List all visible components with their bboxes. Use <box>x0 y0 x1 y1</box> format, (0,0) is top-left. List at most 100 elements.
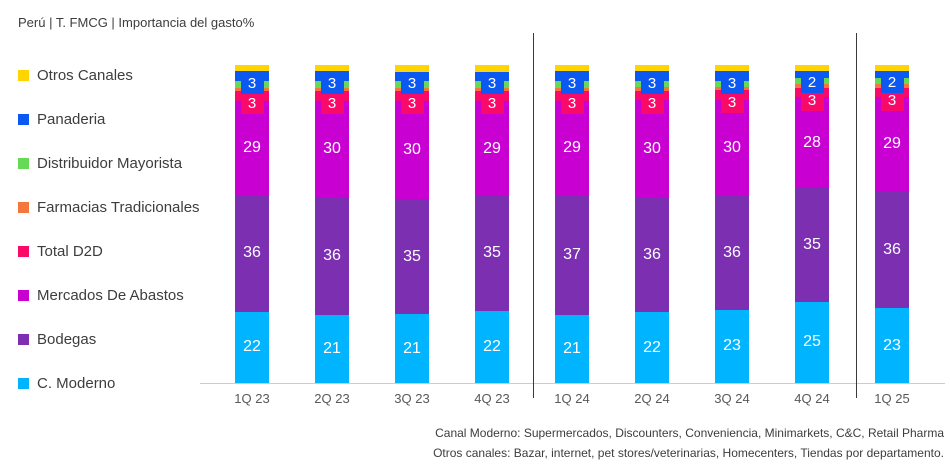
segment-value-label: 37 <box>563 245 581 263</box>
segment-value-label: 3 <box>320 92 344 114</box>
x-axis-label: 1Q 24 <box>554 391 590 406</box>
segment-value-label: 21 <box>403 339 421 357</box>
legend-swatch-icon <box>18 245 29 257</box>
segment-otros-canales <box>715 65 749 72</box>
legend-swatch-icon <box>18 333 29 345</box>
segment-c-moderno <box>715 309 749 383</box>
segment-value-label: 36 <box>723 243 741 261</box>
segment-value-label: 21 <box>323 339 341 357</box>
segment-mercados-de-abastos <box>795 97 829 189</box>
x-axis-label: 1Q 23 <box>234 391 270 406</box>
segment-value-label: 29 <box>563 138 581 156</box>
segment-value-label: 35 <box>403 247 421 265</box>
segment-bodegas <box>875 191 909 309</box>
x-axis-label: 2Q 24 <box>634 391 670 406</box>
segment-bodegas <box>555 194 589 315</box>
x-axis-label: 3Q 24 <box>714 391 750 406</box>
segment-c-moderno <box>635 312 669 383</box>
segment-otros-canales <box>875 65 909 72</box>
segment-value-label: 3 <box>480 93 504 115</box>
segment-mercados-de-abastos <box>395 101 429 200</box>
segment-value-label: 3 <box>560 92 584 114</box>
bar-2q-24: 22 36 30 3 3 <box>635 65 669 383</box>
segment-value-label: 29 <box>483 139 501 157</box>
segment-c-moderno <box>795 301 829 383</box>
segment-otros-canales <box>635 65 669 72</box>
segment-bodegas <box>795 188 829 302</box>
x-axis-label: 4Q 23 <box>474 391 510 406</box>
bar-1q-24: 21 37 29 3 3 <box>555 65 589 383</box>
segment-mercados-de-abastos <box>315 100 349 199</box>
group-separator-line <box>856 33 857 398</box>
segment-mercados-de-abastos <box>635 100 669 197</box>
segment-bodegas <box>315 198 349 315</box>
segment-otros-canales <box>475 65 509 72</box>
x-axis-line <box>200 383 945 384</box>
segment-value-label: 22 <box>483 337 501 355</box>
segment-value-label: 30 <box>643 139 661 157</box>
segment-mercados-de-abastos <box>715 99 749 196</box>
segment-value-label: 2 <box>800 71 824 93</box>
legend-item-label: Bodegas <box>37 330 97 348</box>
x-axis-label: 4Q 24 <box>794 391 830 406</box>
footnote: Canal Moderno: Supermercados, Discounter… <box>433 423 944 463</box>
group-separator-line <box>533 33 534 398</box>
legend: Otros Canales Panaderia Distribuidor Mayor… <box>18 66 200 392</box>
bar-4q-23: 22 35 29 3 3 <box>475 65 509 383</box>
footnote-line-2: Otros canales: Bazar, internet, pet stor… <box>433 446 944 460</box>
segment-c-moderno <box>315 314 349 383</box>
segment-value-label: 22 <box>643 338 661 356</box>
segment-bodegas <box>635 196 669 313</box>
segment-value-label: 35 <box>483 244 501 262</box>
segment-value-label: 30 <box>723 138 741 156</box>
segment-value-label: 3 <box>560 73 584 95</box>
x-axis-label: 1Q 25 <box>874 391 910 406</box>
legend-item-label: Distribuidor Mayorista <box>37 154 183 172</box>
bar-3q-24: 23 36 30 3 3 <box>715 65 749 383</box>
legend-swatch-icon <box>18 377 29 389</box>
segment-c-moderno <box>475 310 509 383</box>
segment-value-label: 28 <box>803 133 821 151</box>
segment-mercados-de-abastos <box>555 100 589 195</box>
segment-otros-canales <box>395 65 429 72</box>
legend-item-label: C. Moderno <box>37 374 116 392</box>
segment-mercados-de-abastos <box>875 97 909 192</box>
segment-value-label: 29 <box>883 135 901 153</box>
segment-value-label: 3 <box>320 73 344 95</box>
segment-c-moderno <box>555 314 589 383</box>
x-axis-label: 2Q 23 <box>314 391 350 406</box>
segment-c-moderno <box>395 314 429 383</box>
segment-value-label: 22 <box>243 338 261 356</box>
segment-value-label: 3 <box>640 92 664 114</box>
segment-value-label: 29 <box>243 138 261 156</box>
legend-item-bodegas: Bodegas <box>18 330 200 348</box>
legend-item-label: Otros Canales <box>37 66 133 84</box>
chart-title: Perú | T. FMCG | Importancia del gasto% <box>18 15 255 30</box>
legend-item-mercados-de-abastos: Mercados De Abastos <box>18 286 200 304</box>
segment-value-label: 3 <box>400 93 424 115</box>
segment-value-label: 2 <box>880 71 904 93</box>
segment-value-label: 3 <box>880 89 904 111</box>
legend-item-distribuidor-mayorista: Distribuidor Mayorista <box>18 154 200 172</box>
segment-bodegas <box>475 196 509 311</box>
segment-value-label: 3 <box>640 73 664 95</box>
legend-item-label: Total D2D <box>37 242 103 260</box>
segment-value-label: 36 <box>243 244 261 262</box>
segment-value-label: 3 <box>720 73 744 95</box>
segment-value-label: 21 <box>563 339 581 357</box>
segment-value-label: 36 <box>883 240 901 258</box>
segment-otros-canales <box>235 65 269 72</box>
segment-value-label: 3 <box>240 73 264 95</box>
legend-item-label: Farmacias Tradicionales <box>37 198 200 216</box>
bar-3q-23: 21 35 30 3 3 <box>395 65 429 383</box>
segment-value-label: 23 <box>883 336 901 354</box>
segment-bodegas <box>715 195 749 310</box>
footnote-line-1: Canal Moderno: Supermercados, Discounter… <box>435 426 944 440</box>
segment-value-label: 30 <box>323 140 341 158</box>
segment-value-label: 3 <box>800 89 824 111</box>
segment-value-label: 35 <box>803 236 821 254</box>
legend-swatch-icon <box>18 113 29 125</box>
segment-value-label: 36 <box>643 245 661 263</box>
segment-value-label: 23 <box>723 337 741 355</box>
